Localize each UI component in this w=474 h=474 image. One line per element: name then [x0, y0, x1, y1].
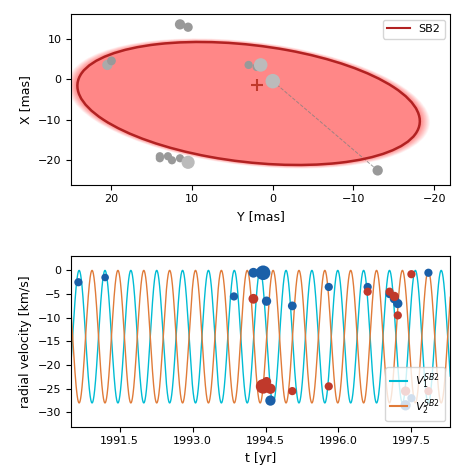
Point — [425, 387, 432, 395]
Point — [364, 288, 372, 295]
Point — [386, 290, 393, 298]
Point — [391, 292, 398, 300]
Y-axis label: radial velocity [km/s]: radial velocity [km/s] — [19, 275, 32, 408]
Point — [259, 269, 267, 276]
Point — [259, 383, 267, 390]
Point — [250, 269, 257, 276]
Y-axis label: X [mas]: X [mas] — [19, 75, 32, 124]
Point — [408, 270, 415, 278]
Point — [230, 292, 238, 300]
Point — [391, 295, 398, 302]
Point — [156, 155, 164, 162]
X-axis label: t [yr]: t [yr] — [245, 452, 276, 465]
Ellipse shape — [77, 42, 420, 165]
Ellipse shape — [74, 41, 423, 166]
Point — [176, 155, 184, 162]
Point — [253, 63, 260, 71]
Point — [394, 311, 401, 319]
Point — [156, 153, 164, 160]
Point — [250, 295, 257, 302]
Point — [101, 273, 109, 281]
Point — [425, 269, 432, 276]
Ellipse shape — [76, 41, 421, 165]
Point — [104, 61, 111, 69]
Point — [263, 297, 270, 305]
Point — [108, 57, 115, 64]
Point — [263, 378, 270, 385]
Point — [267, 397, 274, 404]
Point — [176, 20, 184, 28]
Point — [364, 283, 372, 291]
Legend: SB2: SB2 — [383, 20, 445, 39]
Point — [184, 158, 192, 166]
Ellipse shape — [74, 41, 423, 166]
Point — [168, 156, 176, 164]
Point — [289, 387, 296, 395]
Point — [245, 61, 252, 69]
Point — [402, 401, 410, 409]
Point — [269, 77, 277, 85]
Point — [74, 278, 82, 286]
Point — [164, 153, 172, 160]
Point — [184, 23, 192, 31]
Point — [402, 387, 410, 395]
Point — [289, 302, 296, 310]
Point — [267, 385, 274, 392]
Point — [325, 383, 333, 390]
Point — [325, 283, 333, 291]
Ellipse shape — [75, 41, 422, 166]
Ellipse shape — [76, 42, 421, 165]
Point — [408, 394, 415, 402]
Point — [257, 61, 264, 69]
Legend: $V_1^{SB2}$, $V_2^{SB2}$: $V_1^{SB2}$, $V_2^{SB2}$ — [385, 367, 445, 421]
Point — [374, 167, 382, 174]
X-axis label: Y [mas]: Y [mas] — [237, 210, 285, 223]
Point — [386, 288, 393, 295]
Point — [394, 300, 401, 307]
